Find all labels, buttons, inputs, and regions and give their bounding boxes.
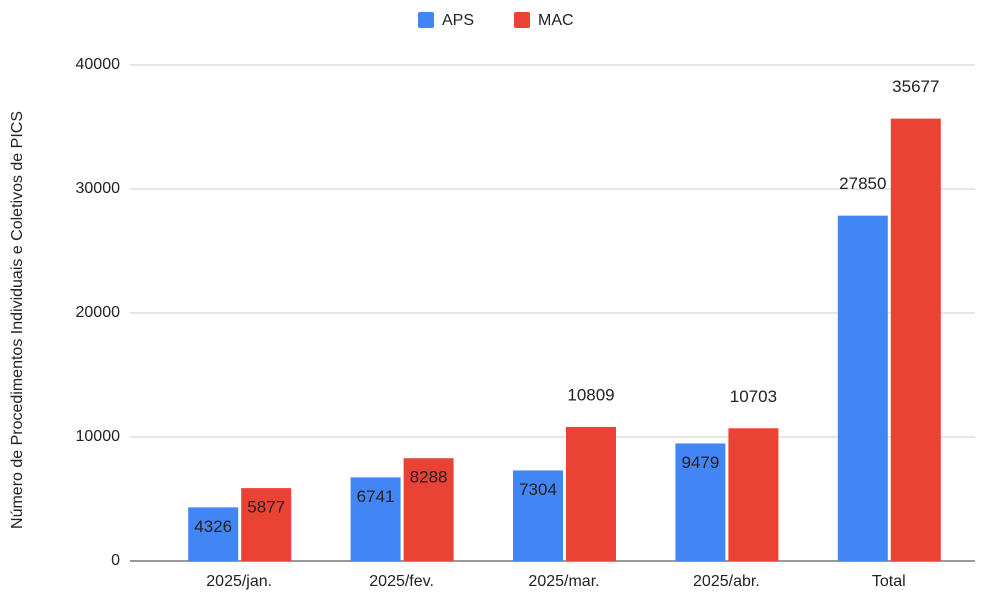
- y-tick-label: 30000: [76, 180, 121, 197]
- data-label: 5877: [247, 498, 285, 517]
- y-tick-label: 0: [111, 552, 120, 569]
- data-label: 27850: [839, 174, 886, 193]
- bar: [566, 426, 616, 561]
- bar: [241, 488, 292, 561]
- legend-swatch: [514, 12, 530, 28]
- bar: [188, 507, 239, 561]
- data-label: 10809: [567, 385, 614, 404]
- x-tick-label: Total: [872, 573, 906, 590]
- bar: [837, 215, 888, 561]
- data-label: 4326: [194, 517, 232, 536]
- y-tick-label: 10000: [76, 428, 121, 445]
- bar: [675, 443, 726, 561]
- data-label: 35677: [892, 77, 939, 96]
- data-label: 8288: [410, 468, 448, 487]
- x-tick-label: 2025/fev.: [369, 573, 434, 590]
- legend-swatch: [418, 12, 434, 28]
- x-tick-label: 2025/abr.: [693, 573, 760, 590]
- bar: [890, 118, 941, 562]
- x-tick-label: 2025/jan.: [206, 573, 272, 590]
- bar: [403, 458, 454, 561]
- data-label: 10703: [730, 387, 777, 406]
- x-tick-label: 2025/mar.: [528, 573, 599, 590]
- data-label: 7304: [519, 480, 557, 499]
- bar: [728, 428, 779, 561]
- legend-label: MAC: [538, 12, 574, 29]
- data-label: 6741: [357, 487, 395, 506]
- y-tick-label: 20000: [76, 304, 121, 321]
- y-axis-label: Número de Procedimentos Individuais e Co…: [9, 111, 26, 529]
- legend-label: APS: [442, 12, 474, 29]
- bar: [513, 470, 563, 561]
- bar: [350, 477, 401, 561]
- y-tick-label: 40000: [76, 56, 121, 73]
- data-label: 9479: [681, 453, 719, 472]
